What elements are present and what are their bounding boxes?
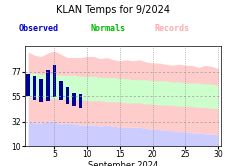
Bar bbox=[65, 87, 69, 104]
Bar bbox=[46, 70, 49, 101]
Bar bbox=[33, 76, 36, 100]
Text: KLAN Temps for 9/2024: KLAN Temps for 9/2024 bbox=[56, 5, 169, 15]
X-axis label: September 2024: September 2024 bbox=[88, 161, 158, 166]
Bar bbox=[52, 65, 56, 97]
Bar bbox=[72, 93, 75, 106]
Text: Records: Records bbox=[154, 24, 188, 33]
Bar bbox=[79, 94, 82, 108]
Text: Normals: Normals bbox=[91, 24, 125, 33]
Bar bbox=[59, 81, 62, 100]
Bar bbox=[26, 74, 30, 96]
Bar bbox=[39, 79, 43, 102]
Text: Observed: Observed bbox=[18, 24, 58, 33]
